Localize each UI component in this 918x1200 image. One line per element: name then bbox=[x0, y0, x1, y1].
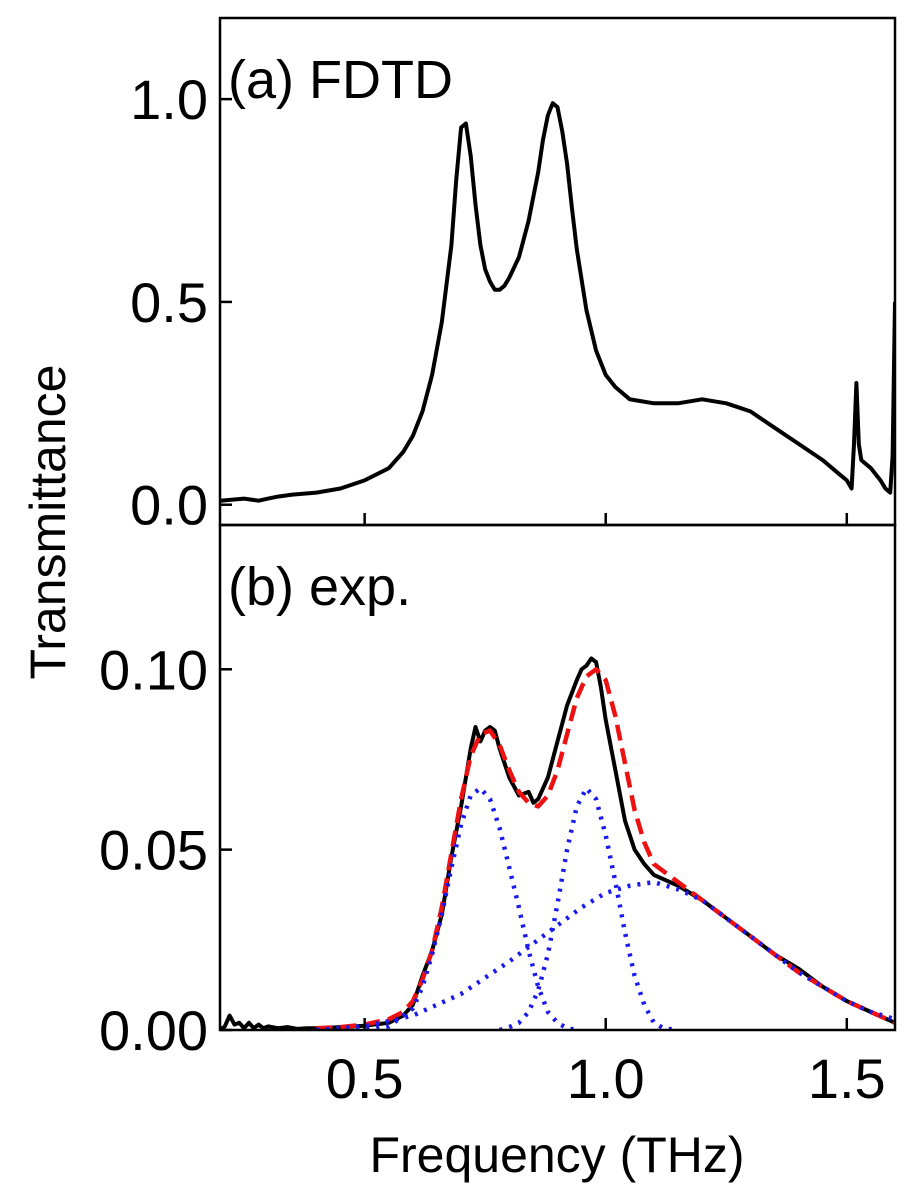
panel-b-xtick-label: 1.0 bbox=[567, 1047, 645, 1110]
panel-b-series-2-line bbox=[316, 667, 895, 1030]
panel-b-ytick-label: 0.10 bbox=[99, 638, 208, 701]
panel-b-ytick-label: 0.05 bbox=[99, 819, 208, 882]
panel-b-series-5-line bbox=[316, 879, 895, 1030]
panel-b-xtick-label: 1.5 bbox=[808, 1047, 886, 1110]
panel-b-series-3-line bbox=[316, 786, 578, 1030]
panel-a-ytick-label: 0.0 bbox=[130, 474, 208, 537]
panel-b-experiment: 0.00 0.05 0.10 0.5 1.0 1.5 (b) exp. bbox=[99, 523, 897, 1110]
panel-b-frame bbox=[218, 523, 897, 1032]
x-axis-label: Frequency (THz) bbox=[369, 1127, 744, 1183]
panel-a-series-1-line bbox=[220, 101, 895, 503]
y-axis-label: Transmittance bbox=[20, 365, 76, 680]
panel-b-xtick-label: 0.5 bbox=[326, 1047, 404, 1110]
panel-b-title: (b) exp. bbox=[228, 557, 411, 617]
panel-b-series-4-line bbox=[498, 786, 679, 1030]
panel-b-series-1-line bbox=[220, 656, 895, 1030]
panel-b-ytick-label: 0.00 bbox=[99, 999, 208, 1062]
panel-a-ytick-label: 1.0 bbox=[130, 68, 208, 131]
panel-a-ytick-label: 0.5 bbox=[130, 271, 208, 334]
panel-a-fdtd: 0.0 0.5 1.0 (a) FDTD bbox=[130, 16, 897, 537]
panel-a-title: (a) FDTD bbox=[228, 50, 453, 110]
